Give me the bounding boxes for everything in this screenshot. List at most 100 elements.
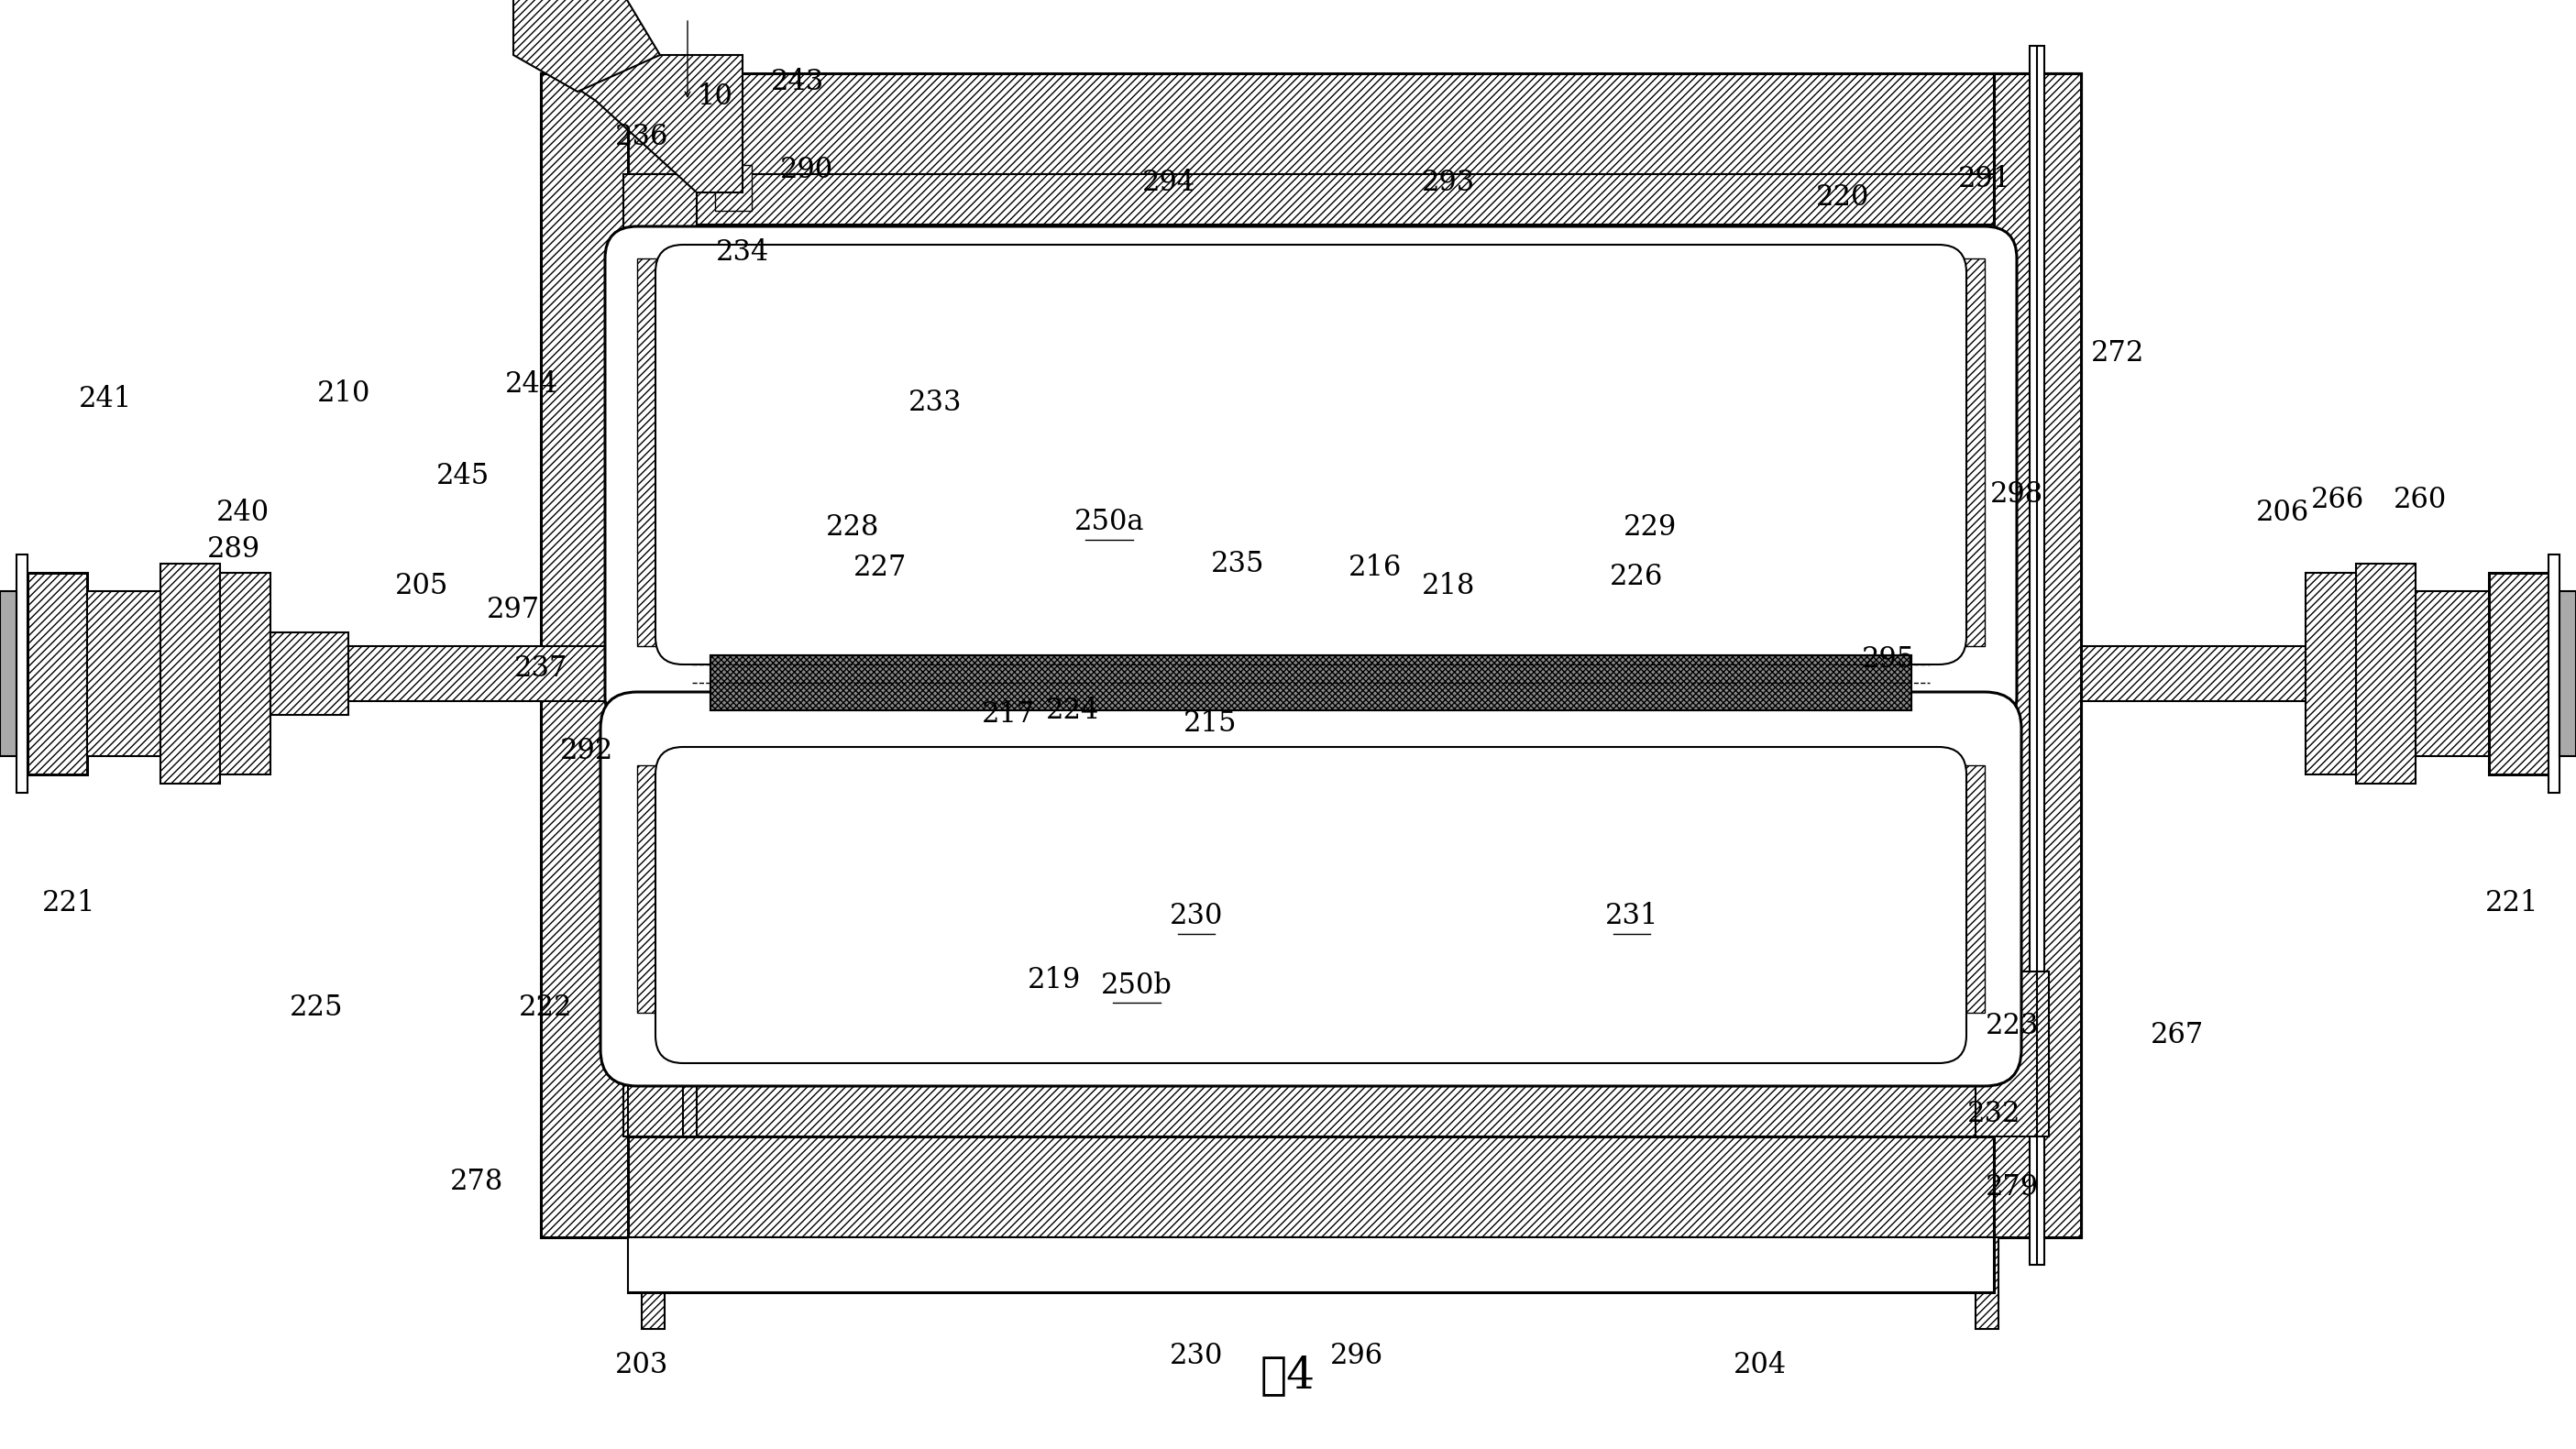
Circle shape xyxy=(1321,227,1347,254)
Text: 233: 233 xyxy=(909,390,961,417)
Bar xyxy=(716,165,752,210)
Bar xyxy=(629,572,683,710)
Text: 293: 293 xyxy=(1422,170,1476,197)
Text: 230: 230 xyxy=(1170,903,1224,930)
Circle shape xyxy=(1054,227,1079,254)
Text: 272: 272 xyxy=(2092,339,2143,367)
Text: 216: 216 xyxy=(1347,554,1401,582)
Text: 221: 221 xyxy=(2486,888,2537,917)
Circle shape xyxy=(1185,696,1206,716)
Bar xyxy=(711,655,1911,710)
Circle shape xyxy=(801,696,822,716)
Circle shape xyxy=(822,1056,848,1082)
Text: 228: 228 xyxy=(827,513,878,540)
Bar xyxy=(270,632,348,714)
Text: 297: 297 xyxy=(487,596,541,623)
Circle shape xyxy=(899,227,925,254)
Circle shape xyxy=(1077,696,1097,716)
Circle shape xyxy=(1899,1056,1924,1082)
Text: 219: 219 xyxy=(1028,966,1082,995)
Bar xyxy=(634,674,659,694)
Text: 232: 232 xyxy=(1968,1100,2020,1127)
Text: 237: 237 xyxy=(515,655,567,684)
Text: 279: 279 xyxy=(1986,1172,2038,1201)
Circle shape xyxy=(1206,227,1231,254)
Circle shape xyxy=(1785,1056,1808,1082)
Bar xyxy=(28,572,88,774)
Text: 250b: 250b xyxy=(1100,971,1172,1000)
Circle shape xyxy=(1515,1056,1540,1082)
Circle shape xyxy=(1283,1056,1309,1082)
Circle shape xyxy=(1682,696,1700,716)
Circle shape xyxy=(629,227,654,254)
Text: 291: 291 xyxy=(1958,165,2012,193)
Circle shape xyxy=(1131,696,1151,716)
Bar xyxy=(2030,46,2045,1265)
Bar xyxy=(1963,674,1984,690)
Circle shape xyxy=(899,1056,925,1082)
Circle shape xyxy=(629,1056,654,1082)
Text: 204: 204 xyxy=(1734,1352,1788,1379)
Text: 278: 278 xyxy=(451,1168,502,1197)
Bar xyxy=(0,591,15,756)
Circle shape xyxy=(1296,696,1316,716)
Text: 229: 229 xyxy=(1623,513,1677,540)
Circle shape xyxy=(855,696,876,716)
Circle shape xyxy=(1054,1056,1079,1082)
Circle shape xyxy=(1747,227,1772,254)
Text: 203: 203 xyxy=(616,1352,667,1379)
Circle shape xyxy=(1625,696,1646,716)
Bar xyxy=(2561,591,2576,756)
Circle shape xyxy=(1437,227,1463,254)
Bar xyxy=(688,604,1935,642)
Bar xyxy=(88,591,160,756)
Bar xyxy=(2416,591,2488,756)
Bar xyxy=(1976,1237,1999,1329)
Bar xyxy=(2357,564,2416,784)
Text: 292: 292 xyxy=(559,738,613,765)
Bar xyxy=(1963,632,1984,649)
Bar xyxy=(1922,572,1976,756)
Bar xyxy=(629,1237,1994,1293)
Text: 290: 290 xyxy=(781,155,835,184)
Text: 260: 260 xyxy=(2393,485,2447,514)
Circle shape xyxy=(667,1056,693,1082)
Circle shape xyxy=(1937,227,1963,254)
Bar xyxy=(160,564,219,784)
Text: 234: 234 xyxy=(716,238,770,267)
Text: 206: 206 xyxy=(2257,498,2308,527)
Text: 295: 295 xyxy=(1862,646,1914,674)
FancyBboxPatch shape xyxy=(654,245,1965,665)
Text: 227: 227 xyxy=(853,554,907,582)
Bar xyxy=(629,971,683,1136)
Circle shape xyxy=(744,227,770,254)
FancyBboxPatch shape xyxy=(600,693,2022,1087)
Bar xyxy=(711,655,1911,710)
Bar xyxy=(46,646,629,701)
Bar xyxy=(541,1136,2081,1237)
Circle shape xyxy=(1976,1056,2002,1082)
Text: 221: 221 xyxy=(41,888,95,917)
Circle shape xyxy=(1461,696,1481,716)
Circle shape xyxy=(744,1056,770,1082)
Circle shape xyxy=(860,1056,886,1082)
Circle shape xyxy=(1399,1056,1425,1082)
Bar xyxy=(1994,74,2081,1237)
FancyBboxPatch shape xyxy=(654,746,1965,1064)
Circle shape xyxy=(1360,1056,1386,1082)
Circle shape xyxy=(938,1056,963,1082)
Bar xyxy=(683,258,1940,285)
Circle shape xyxy=(1631,227,1656,254)
Circle shape xyxy=(1785,227,1808,254)
Circle shape xyxy=(1244,227,1270,254)
Circle shape xyxy=(1592,227,1618,254)
Bar xyxy=(1940,258,1984,646)
Bar xyxy=(636,258,683,646)
Polygon shape xyxy=(569,55,742,193)
Circle shape xyxy=(783,227,809,254)
Circle shape xyxy=(1406,696,1427,716)
Bar xyxy=(2548,555,2561,793)
Circle shape xyxy=(1860,1056,1886,1082)
Circle shape xyxy=(1860,227,1886,254)
Bar xyxy=(623,174,696,1136)
